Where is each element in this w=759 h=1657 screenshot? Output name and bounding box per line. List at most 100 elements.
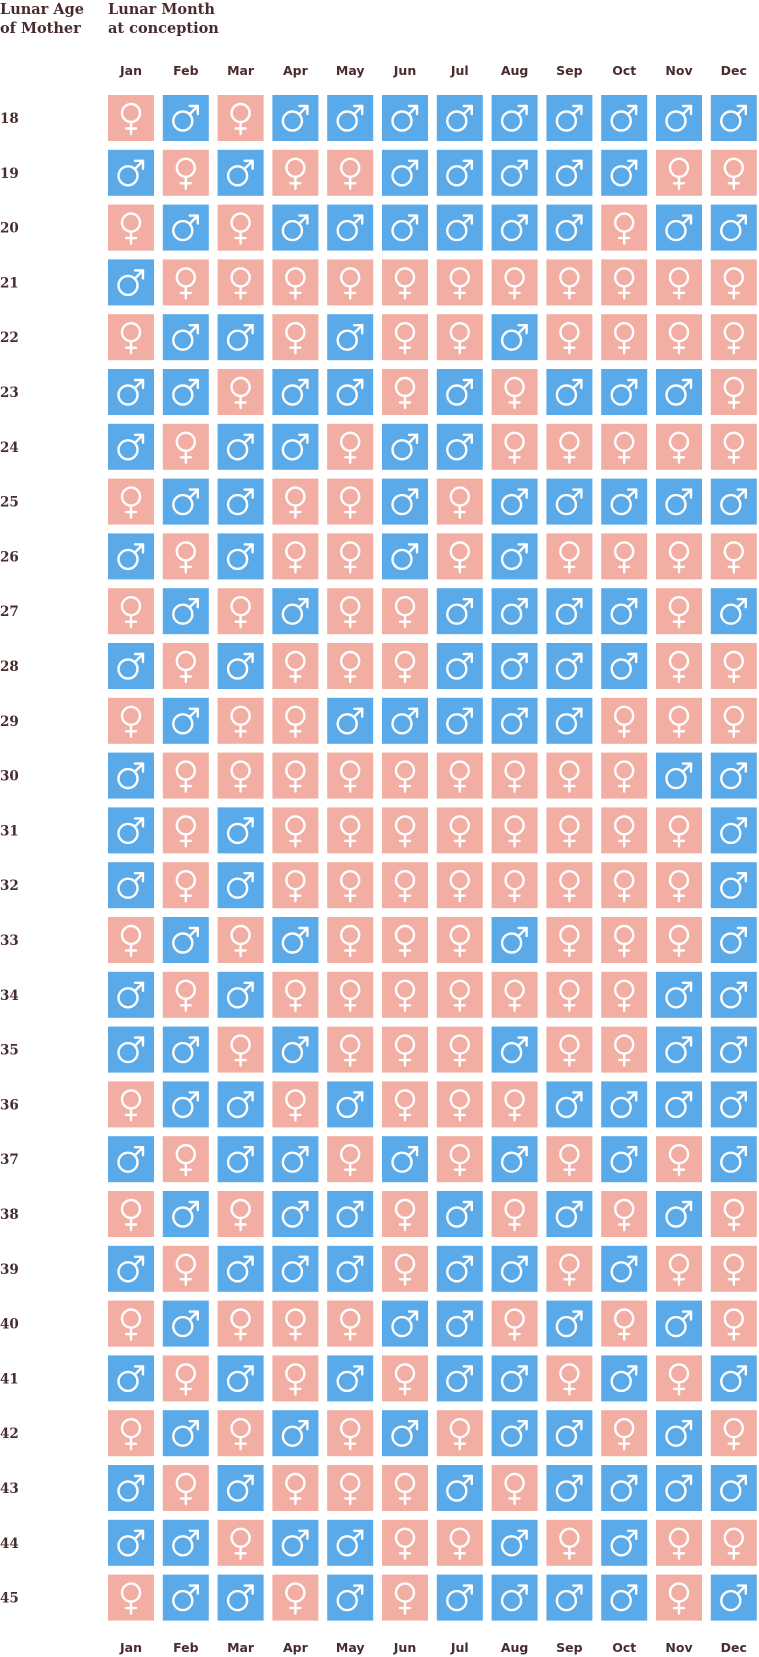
male-symbol-icon bbox=[117, 433, 145, 461]
boy-cell bbox=[162, 697, 209, 744]
age-label-35: 35 bbox=[0, 1043, 19, 1059]
male-symbol-icon bbox=[336, 1200, 364, 1228]
cell-age-20-dec bbox=[710, 204, 757, 251]
cell-age-39-jan bbox=[108, 1245, 154, 1292]
cell-age-22-apr bbox=[272, 314, 319, 361]
cell-age-40-mar bbox=[217, 1300, 264, 1347]
male-symbol-icon bbox=[172, 324, 200, 351]
female-symbol-icon bbox=[394, 1034, 416, 1067]
male-symbol-icon bbox=[500, 598, 528, 625]
cell-age-42-mar bbox=[217, 1410, 264, 1457]
boy-cell bbox=[272, 369, 319, 415]
boy-cell bbox=[656, 1026, 702, 1073]
female-symbol-icon bbox=[504, 1198, 525, 1232]
month-label-bottom-jul: Jul bbox=[450, 1640, 469, 1655]
cell-age-37-may bbox=[327, 1136, 374, 1183]
boy-cell bbox=[601, 478, 648, 525]
age-label-34: 34 bbox=[0, 988, 19, 1004]
cell-age-29-jul bbox=[436, 697, 483, 744]
cell-age-40-may bbox=[327, 1300, 374, 1347]
cell-age-32-sep bbox=[546, 862, 593, 909]
cell-age-19-dec bbox=[710, 149, 757, 196]
cell-age-25-aug bbox=[491, 478, 538, 525]
boy-cell bbox=[546, 1574, 593, 1621]
cell-age-27-sep bbox=[546, 588, 593, 635]
boy-cell bbox=[108, 807, 154, 854]
month-label-top-jun: Jun bbox=[393, 63, 416, 78]
boy-cell bbox=[108, 369, 154, 415]
boy-cell bbox=[601, 588, 648, 635]
female-symbol-icon bbox=[668, 267, 690, 300]
boy-cell bbox=[710, 1574, 757, 1621]
female-symbol-icon bbox=[230, 1034, 251, 1067]
month-label-top-feb: Feb bbox=[173, 63, 199, 78]
boy-cell bbox=[436, 149, 483, 196]
cell-age-25-nov bbox=[656, 478, 702, 525]
female-symbol-icon bbox=[120, 322, 142, 355]
month-label-bottom-sep: Sep bbox=[556, 1640, 582, 1655]
cell-age-45-sep bbox=[546, 1574, 593, 1621]
boy-cell bbox=[382, 697, 428, 744]
male-symbol-icon bbox=[226, 652, 254, 680]
female-symbol-icon bbox=[340, 815, 361, 848]
cell-age-45-dec bbox=[710, 1574, 757, 1621]
male-symbol-icon bbox=[500, 214, 528, 242]
age-label-42: 42 bbox=[0, 1426, 19, 1442]
cell-age-26-aug bbox=[491, 533, 538, 580]
boy-cell bbox=[546, 204, 593, 251]
cell-age-37-nov bbox=[656, 1136, 702, 1183]
female-symbol-icon bbox=[340, 486, 361, 519]
female-symbol-icon bbox=[668, 870, 690, 903]
female-symbol-icon bbox=[449, 1034, 470, 1067]
male-symbol-icon bbox=[555, 1310, 583, 1338]
boy-cell bbox=[217, 1355, 264, 1402]
male-symbol-icon bbox=[500, 488, 528, 516]
male-symbol-icon bbox=[172, 104, 200, 132]
cell-age-23-feb bbox=[162, 369, 209, 415]
boy-cell bbox=[272, 1245, 319, 1292]
cell-age-44-mar bbox=[217, 1519, 264, 1566]
cell-age-21-mar bbox=[217, 259, 264, 306]
cell-age-43-may bbox=[327, 1465, 374, 1511]
cell-age-23-jan bbox=[108, 369, 154, 415]
cell-age-21-sep bbox=[546, 259, 593, 306]
cell-age-36-aug bbox=[491, 1081, 538, 1128]
female-symbol-icon bbox=[559, 760, 580, 793]
female-symbol-icon bbox=[449, 924, 470, 958]
male-symbol-icon bbox=[665, 981, 693, 1009]
cell-age-43-sep bbox=[546, 1465, 593, 1511]
cell-age-20-oct bbox=[601, 204, 648, 251]
cell-age-39-feb bbox=[162, 1245, 209, 1292]
cell-age-38-oct bbox=[601, 1191, 648, 1237]
age-label-29: 29 bbox=[0, 714, 19, 730]
male-symbol-icon bbox=[226, 1365, 254, 1393]
boy-cell bbox=[108, 533, 154, 580]
cell-age-40-jan bbox=[108, 1300, 154, 1347]
boy-cell bbox=[436, 1355, 483, 1402]
female-symbol-icon bbox=[559, 322, 580, 355]
cell-age-22-dec bbox=[710, 314, 757, 361]
female-symbol-icon bbox=[175, 815, 197, 848]
boy-cell bbox=[546, 95, 593, 141]
cell-age-29-jun bbox=[382, 697, 428, 744]
month-axis-header: Lunar Month at conception bbox=[108, 0, 219, 38]
cell-age-32-may bbox=[327, 862, 374, 909]
cell-age-35-jul bbox=[436, 1026, 483, 1073]
female-symbol-icon bbox=[723, 431, 744, 464]
cell-age-31-dec bbox=[710, 807, 757, 854]
boy-cell bbox=[710, 478, 757, 525]
cell-age-28-feb bbox=[162, 643, 209, 689]
female-symbol-icon bbox=[723, 267, 744, 300]
cell-age-35-apr bbox=[272, 1026, 319, 1073]
female-symbol-icon bbox=[614, 212, 635, 245]
cell-age-33-jan bbox=[108, 917, 154, 963]
boy-cell bbox=[162, 1519, 209, 1566]
male-symbol-icon bbox=[226, 1474, 254, 1502]
female-symbol-icon bbox=[394, 1253, 416, 1287]
boy-cell bbox=[546, 478, 593, 525]
age-label-24: 24 bbox=[0, 440, 19, 456]
cell-age-37-apr bbox=[272, 1136, 319, 1183]
male-symbol-icon bbox=[610, 1584, 638, 1612]
cell-age-36-apr bbox=[272, 1081, 319, 1128]
male-symbol-icon bbox=[117, 762, 145, 790]
